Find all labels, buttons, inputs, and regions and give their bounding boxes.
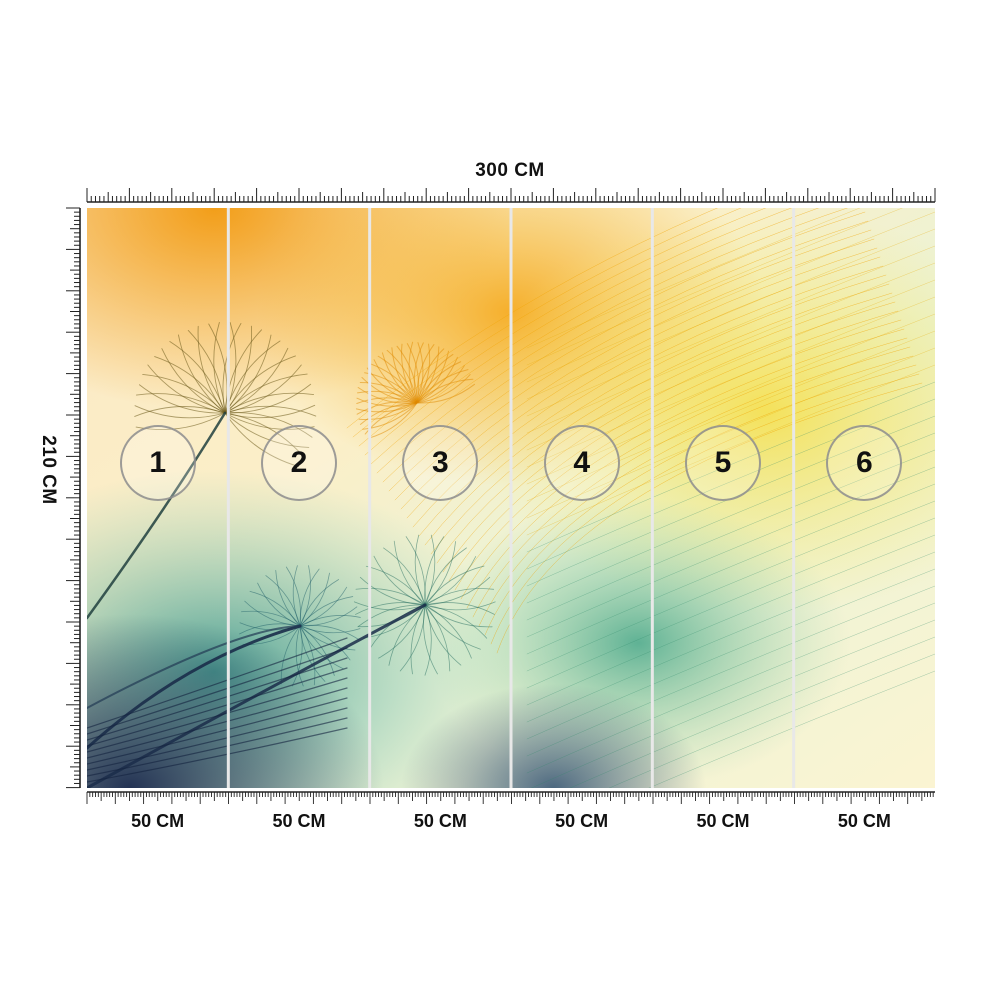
panel-number-6: 6 xyxy=(826,425,903,501)
panel-number-2: 2 xyxy=(261,425,337,501)
total-width-label: 300 CM xyxy=(475,160,545,181)
panel-divider xyxy=(368,208,372,788)
panel-width-label: 50 CM xyxy=(555,811,609,831)
panel-width-label: 50 CM xyxy=(837,811,891,831)
left-ruler xyxy=(66,207,81,789)
panel-number-5: 5 xyxy=(685,425,761,501)
panel-width-label: 50 CM xyxy=(272,811,326,831)
dandelion-artwork xyxy=(87,208,935,788)
panel-divider xyxy=(650,208,654,788)
panel-number-3: 3 xyxy=(402,425,479,501)
panel-divider xyxy=(226,208,230,788)
panel-width-label: 50 CM xyxy=(131,811,185,831)
panel-width-label: 50 CM xyxy=(413,811,467,831)
panel-divider xyxy=(509,208,513,788)
bottom-ruler xyxy=(86,791,935,804)
top-ruler xyxy=(86,188,936,203)
panel-number-1: 1 xyxy=(119,425,196,501)
panel-divider xyxy=(792,208,796,788)
panel-number-4: 4 xyxy=(543,425,620,501)
wall-mural-image xyxy=(87,208,935,788)
panel-width-label: 50 CM xyxy=(696,811,750,831)
